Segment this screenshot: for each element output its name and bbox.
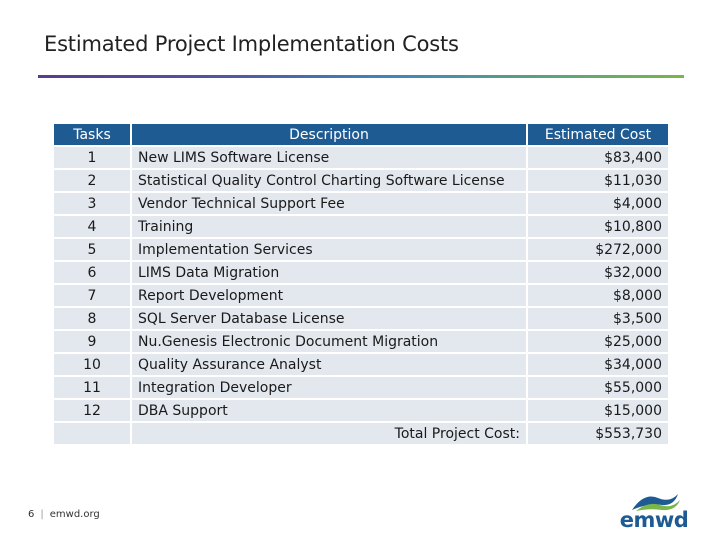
task-number: 2: [54, 170, 130, 191]
task-number: 5: [54, 239, 130, 260]
task-cost: $34,000: [528, 354, 668, 375]
table-row: 6 LIMS Data Migration $32,000: [54, 262, 668, 283]
task-number: 1: [54, 147, 130, 168]
task-description: Vendor Technical Support Fee: [132, 193, 526, 214]
total-value: $553,730: [528, 423, 668, 444]
task-description: LIMS Data Migration: [132, 262, 526, 283]
task-number: 6: [54, 262, 130, 283]
task-description: Implementation Services: [132, 239, 526, 260]
table-row: 11 Integration Developer $55,000: [54, 377, 668, 398]
table-row: 8 SQL Server Database License $3,500: [54, 308, 668, 329]
task-description: Nu.Genesis Electronic Document Migration: [132, 331, 526, 352]
footer-separator: |: [40, 509, 44, 520]
task-number: 11: [54, 377, 130, 398]
title-divider: [38, 75, 684, 78]
task-cost: $272,000: [528, 239, 668, 260]
task-cost: $32,000: [528, 262, 668, 283]
task-description: SQL Server Database License: [132, 308, 526, 329]
table-row: 4 Training $10,800: [54, 216, 668, 237]
task-cost: $8,000: [528, 285, 668, 306]
task-cost: $55,000: [528, 377, 668, 398]
table-row: 10 Quality Assurance Analyst $34,000: [54, 354, 668, 375]
task-cost: $4,000: [528, 193, 668, 214]
footer: 6 | emwd.org: [28, 509, 100, 520]
wave-icon: [632, 494, 680, 511]
emwd-logo: emwd: [618, 490, 690, 534]
total-empty-cell: [54, 423, 130, 444]
cost-table: Tasks Description Estimated Cost 1 New L…: [52, 122, 670, 446]
table-row: 7 Report Development $8,000: [54, 285, 668, 306]
task-description: Integration Developer: [132, 377, 526, 398]
task-cost: $3,500: [528, 308, 668, 329]
task-description: Statistical Quality Control Charting Sof…: [132, 170, 526, 191]
table-header-row: Tasks Description Estimated Cost: [54, 124, 668, 145]
table-row: 3 Vendor Technical Support Fee $4,000: [54, 193, 668, 214]
table-row: 2 Statistical Quality Control Charting S…: [54, 170, 668, 191]
task-cost: $10,800: [528, 216, 668, 237]
task-number: 9: [54, 331, 130, 352]
task-number: 10: [54, 354, 130, 375]
task-description: Quality Assurance Analyst: [132, 354, 526, 375]
task-number: 4: [54, 216, 130, 237]
table-row: 1 New LIMS Software License $83,400: [54, 147, 668, 168]
task-description: DBA Support: [132, 400, 526, 421]
task-description: New LIMS Software License: [132, 147, 526, 168]
table-row: 9 Nu.Genesis Electronic Document Migrati…: [54, 331, 668, 352]
task-description: Training: [132, 216, 526, 237]
task-number: 7: [54, 285, 130, 306]
header-estimated-cost: Estimated Cost: [528, 124, 668, 145]
task-cost: $15,000: [528, 400, 668, 421]
page-title: Estimated Project Implementation Costs: [44, 32, 459, 56]
task-cost: $11,030: [528, 170, 668, 191]
total-label: Total Project Cost:: [132, 423, 526, 444]
header-tasks: Tasks: [54, 124, 130, 145]
task-number: 3: [54, 193, 130, 214]
task-number: 8: [54, 308, 130, 329]
table-row: 5 Implementation Services $272,000: [54, 239, 668, 260]
logo-text: emwd: [619, 508, 689, 532]
task-description: Report Development: [132, 285, 526, 306]
task-cost: $25,000: [528, 331, 668, 352]
footer-website-link[interactable]: emwd.org: [49, 509, 100, 520]
table-row: 12 DBA Support $15,000: [54, 400, 668, 421]
page-number: 6: [28, 509, 35, 520]
total-row: Total Project Cost: $553,730: [54, 423, 668, 444]
task-cost: $83,400: [528, 147, 668, 168]
header-description: Description: [132, 124, 526, 145]
task-number: 12: [54, 400, 130, 421]
